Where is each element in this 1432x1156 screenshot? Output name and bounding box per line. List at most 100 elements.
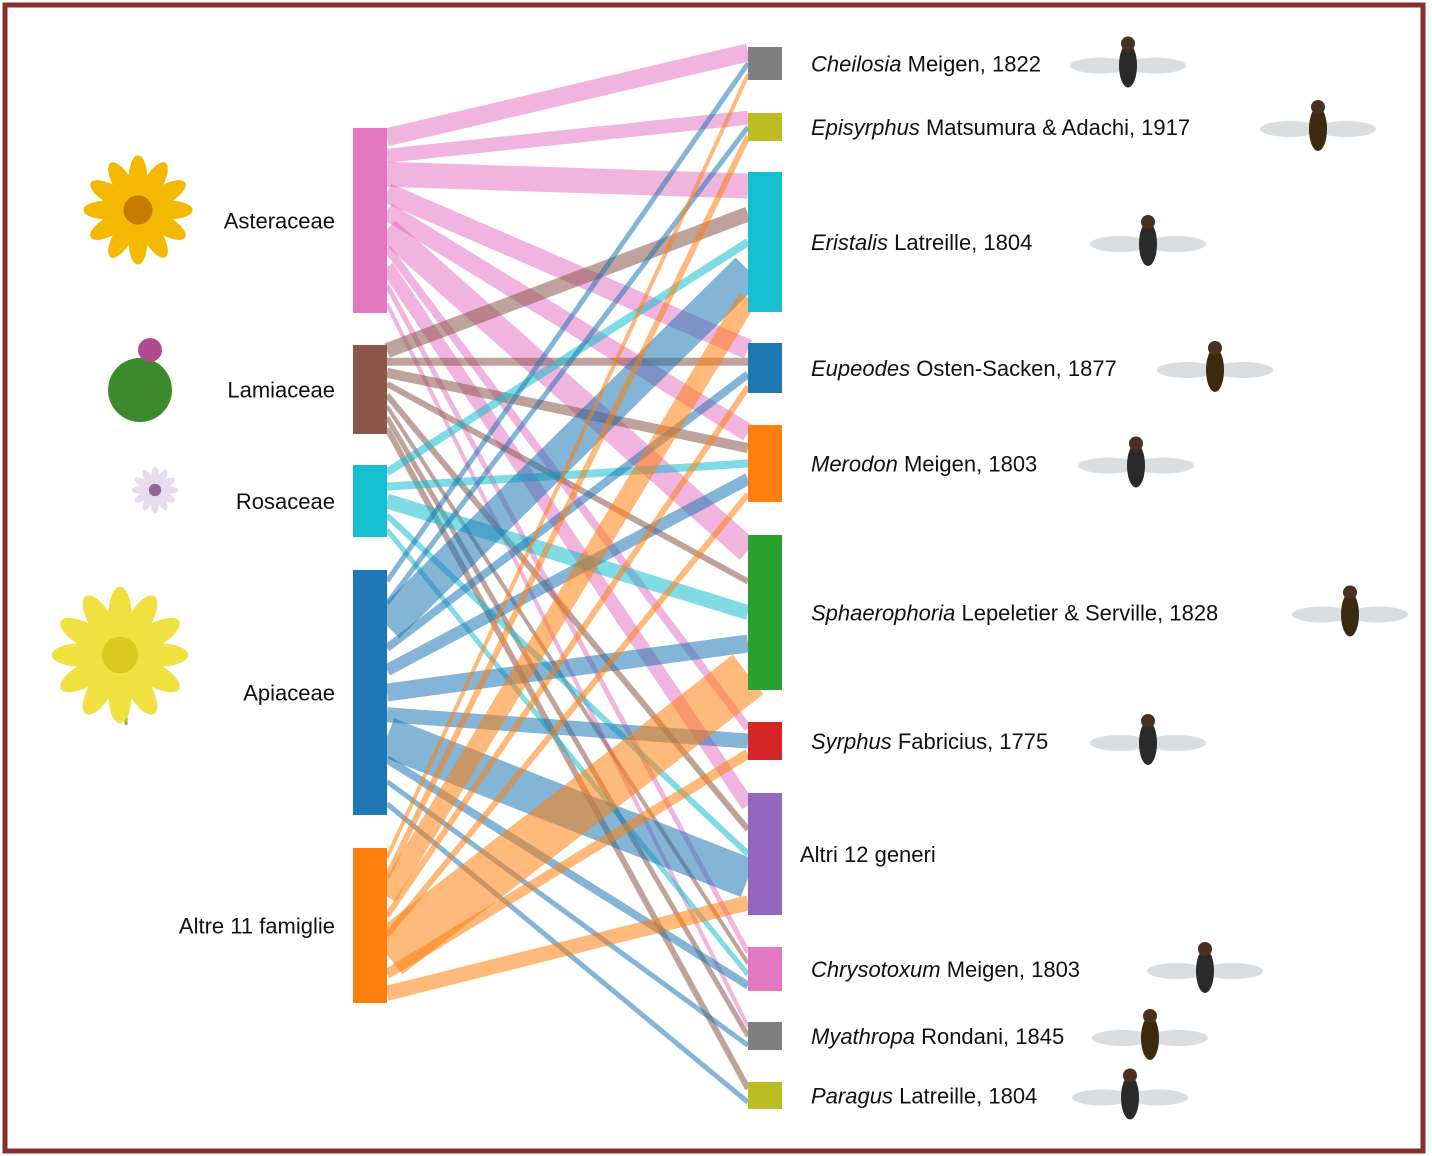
family-label: Apiaceae [243, 680, 335, 705]
genus-name: Chrysotoxum [811, 957, 941, 982]
flower-petal [82, 595, 119, 648]
genus-authority: Meigen, 1822 [908, 51, 1041, 76]
fly-wing [1146, 236, 1206, 252]
fly-wing [1157, 362, 1217, 378]
family-label: Asteraceae [224, 208, 335, 233]
fly-head [1141, 714, 1155, 728]
genus-name: Merodon [811, 451, 898, 476]
flower-petal [155, 469, 168, 488]
fly-wing [1134, 457, 1194, 474]
fly-wing [1092, 1030, 1152, 1046]
link [384, 385, 751, 918]
family-node [353, 570, 387, 815]
genus-node [748, 793, 782, 915]
family-node [353, 345, 387, 434]
genus-authority: Meigen, 1803 [904, 451, 1037, 476]
fly-body [1139, 721, 1157, 765]
flower-petal [144, 211, 186, 240]
genus-node [748, 343, 782, 393]
flower-petal [60, 656, 113, 693]
link [384, 43, 751, 147]
flower-petal [121, 595, 158, 648]
fly-head [1143, 1009, 1157, 1023]
fly-wing [1203, 963, 1263, 979]
link [386, 161, 749, 199]
flower-petal [134, 490, 153, 503]
icons [51, 36, 1408, 1120]
flower-petal [142, 492, 155, 511]
genus-name: Myathropa [811, 1024, 915, 1049]
genus-label: Altri 12 generi [800, 842, 936, 867]
link [384, 62, 751, 583]
genus-name: Cheilosia [811, 51, 902, 76]
genus-label: Episyrphus Matsumura & Adachi, 1917 [811, 115, 1190, 140]
family-label: Altre 11 famiglie [179, 913, 335, 938]
fly-head [1311, 100, 1325, 114]
link [384, 135, 751, 879]
flower-petal [121, 662, 158, 715]
family-node [353, 128, 387, 313]
fly-wing [1072, 1089, 1132, 1106]
link [385, 895, 750, 1001]
flower-petal [127, 617, 180, 654]
genus-label: Eupeodes Osten-Sacken, 1877 [811, 356, 1117, 381]
link [385, 381, 750, 585]
fly-head [1198, 942, 1212, 956]
link [384, 492, 751, 938]
flower-center [101, 636, 139, 674]
genus-node [748, 172, 782, 312]
fly-wing [1090, 735, 1150, 751]
flower-petal [155, 492, 168, 511]
genus-name: Eupeodes [811, 356, 910, 381]
flower-petal [127, 656, 180, 693]
fly-body [1139, 222, 1157, 266]
link [378, 220, 757, 560]
fly-body [1119, 43, 1137, 88]
genus-label: Paragus Latreille, 1804 [811, 1083, 1037, 1108]
labels: Asteraceae Lamiaceae Rosaceae Apiaceae Altre… [179, 51, 1218, 1108]
fly-wing [1316, 121, 1376, 137]
nodes [353, 47, 782, 1109]
fly-wing [1260, 121, 1320, 137]
genus-authority: Latreille, 1804 [894, 230, 1032, 255]
genus-node [748, 1022, 782, 1050]
link [385, 73, 750, 859]
genus-authority: Meigen, 1803 [947, 957, 1080, 982]
genus-label: Chrysotoxum Meigen, 1803 [811, 957, 1080, 982]
family-node [353, 848, 387, 1003]
genus-authority: Lepeletier & Serville, 1828 [961, 600, 1218, 625]
plant-leaves [108, 358, 172, 422]
fly-wing [1146, 735, 1206, 751]
flower-petal [134, 477, 153, 490]
link [384, 493, 751, 620]
flower-petal [108, 162, 137, 204]
link [374, 257, 761, 639]
fly-head [1123, 1068, 1137, 1083]
genus-authority: Osten-Sacken, 1877 [916, 356, 1117, 381]
link [384, 749, 751, 979]
fly-head [1141, 215, 1155, 229]
fly-wing [1292, 606, 1352, 623]
flower-center [148, 483, 162, 497]
fly-head [1343, 585, 1357, 600]
genus-node [748, 113, 782, 141]
links [371, 43, 764, 1105]
genus-authority: Latreille, 1804 [899, 1083, 1037, 1108]
fly-wing [1126, 57, 1186, 74]
fly-wing [1090, 236, 1150, 252]
link [385, 634, 750, 702]
link [384, 238, 751, 476]
genus-node [748, 947, 782, 991]
link [378, 292, 757, 902]
link [371, 654, 764, 975]
fly-body [1121, 1075, 1139, 1120]
fly-body [1127, 443, 1145, 488]
genus-authority: Rondani, 1845 [921, 1024, 1064, 1049]
fly-wing [1148, 1030, 1208, 1046]
fly-wing [1348, 606, 1408, 623]
link [385, 367, 750, 453]
link [384, 206, 751, 358]
flower-petal [82, 662, 119, 715]
flower-petal [157, 490, 176, 503]
flower-petal [108, 216, 137, 258]
